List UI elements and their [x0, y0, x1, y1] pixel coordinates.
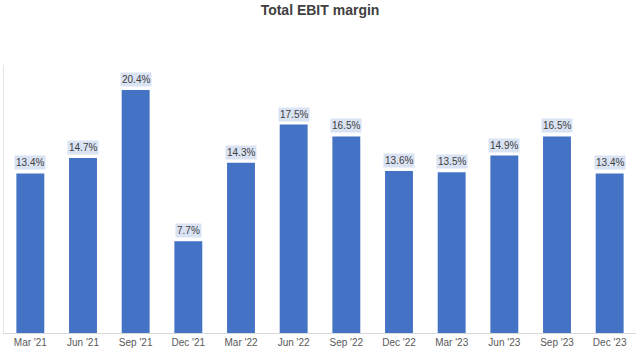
svg-text:Mar '21: Mar '21: [14, 337, 47, 348]
svg-text:14.7%: 14.7%: [69, 142, 97, 153]
svg-text:14.9%: 14.9%: [490, 140, 518, 151]
svg-text:16.5%: 16.5%: [543, 120, 571, 131]
svg-text:16.5%: 16.5%: [332, 120, 360, 131]
svg-text:13.4%: 13.4%: [596, 157, 624, 168]
svg-text:Mar '23: Mar '23: [435, 337, 468, 348]
svg-text:Dec '22: Dec '22: [382, 337, 416, 348]
svg-text:Sep '22: Sep '22: [330, 337, 364, 348]
svg-text:Dec '23: Dec '23: [593, 337, 627, 348]
svg-text:Jun '22: Jun '22: [278, 337, 310, 348]
svg-text:13.5%: 13.5%: [438, 156, 466, 167]
svg-text:17.5%: 17.5%: [280, 109, 308, 120]
svg-text:13.4%: 13.4%: [16, 157, 44, 168]
svg-text:Sep '21: Sep '21: [119, 337, 153, 348]
svg-text:7.7%: 7.7%: [177, 225, 200, 236]
svg-text:Jun '23: Jun '23: [488, 337, 520, 348]
svg-text:Jun '21: Jun '21: [67, 337, 99, 348]
svg-text:Sep '23: Sep '23: [540, 337, 574, 348]
svg-text:Mar '22: Mar '22: [224, 337, 257, 348]
svg-text:14.3%: 14.3%: [227, 147, 255, 158]
svg-text:13.6%: 13.6%: [385, 155, 413, 166]
svg-text:Dec '21: Dec '21: [172, 337, 206, 348]
svg-text:20.4%: 20.4%: [122, 74, 150, 85]
svg-text:Total EBIT margin: Total EBIT margin: [261, 2, 380, 18]
